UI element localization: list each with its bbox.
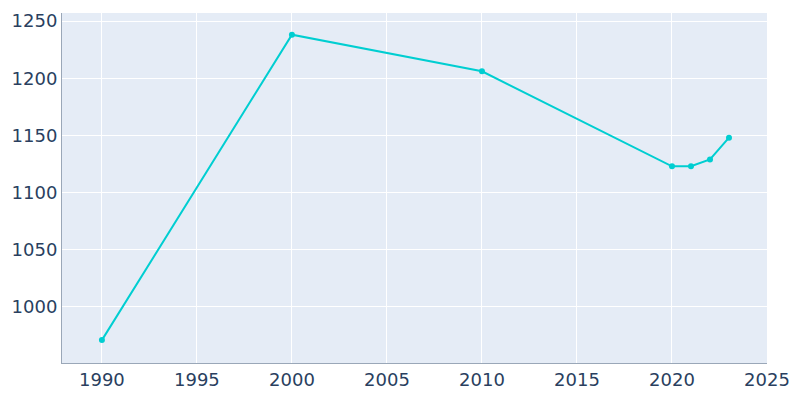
- svg-text:1050: 1050: [12, 239, 58, 260]
- svg-text:2005: 2005: [364, 369, 410, 390]
- svg-text:1250: 1250: [12, 10, 58, 31]
- svg-text:1100: 1100: [12, 182, 58, 203]
- svg-text:2025: 2025: [744, 369, 790, 390]
- svg-text:1000: 1000: [12, 296, 58, 317]
- svg-text:1995: 1995: [174, 369, 220, 390]
- svg-text:2020: 2020: [649, 369, 695, 390]
- svg-text:2010: 2010: [459, 369, 505, 390]
- svg-text:2000: 2000: [269, 369, 315, 390]
- svg-text:1990: 1990: [79, 369, 125, 390]
- svg-text:1150: 1150: [12, 125, 58, 146]
- svg-text:1200: 1200: [12, 68, 58, 89]
- svg-text:2015: 2015: [554, 369, 600, 390]
